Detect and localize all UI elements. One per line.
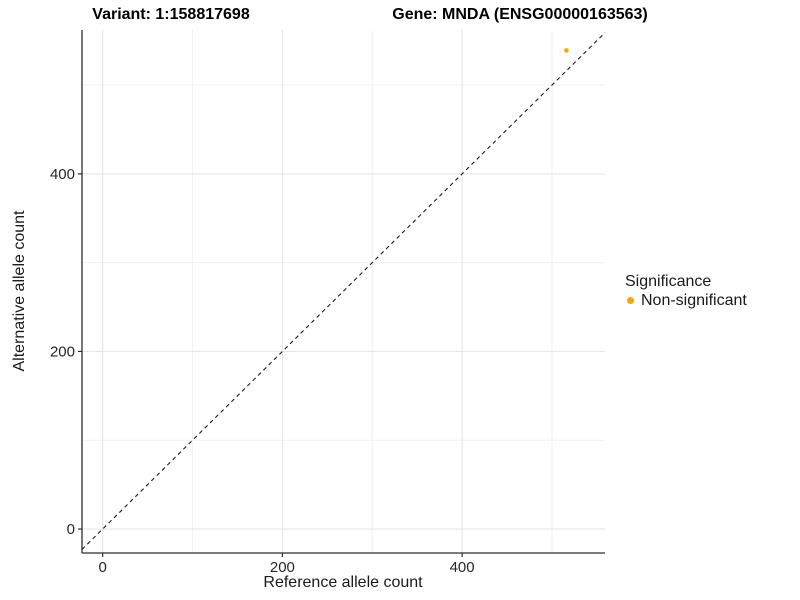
variant-title: Variant: 1:158817698	[92, 6, 250, 23]
x-tick-label: 0	[98, 559, 106, 576]
x-tick-label: 400	[450, 559, 475, 576]
gene-title: Gene: MNDA (ENSG00000163563)	[392, 6, 648, 23]
y-tick-label: 200	[50, 343, 75, 360]
legend: Significance Non-significant	[625, 272, 747, 310]
legend-item-label: Non-significant	[641, 292, 747, 309]
legend-title: Significance	[625, 273, 712, 290]
identity-reference-line	[81, 32, 606, 550]
y-axis-title: Alternative allele count	[11, 210, 28, 372]
y-tick-label: 400	[50, 166, 75, 183]
legend-item: Non-significant	[625, 291, 747, 310]
data-point	[564, 48, 569, 53]
x-axis-title: Reference allele count	[263, 574, 423, 591]
y-tick-label: 0	[67, 521, 75, 538]
x-tick-label: 200	[270, 559, 295, 576]
legend-point-icon	[627, 297, 634, 304]
